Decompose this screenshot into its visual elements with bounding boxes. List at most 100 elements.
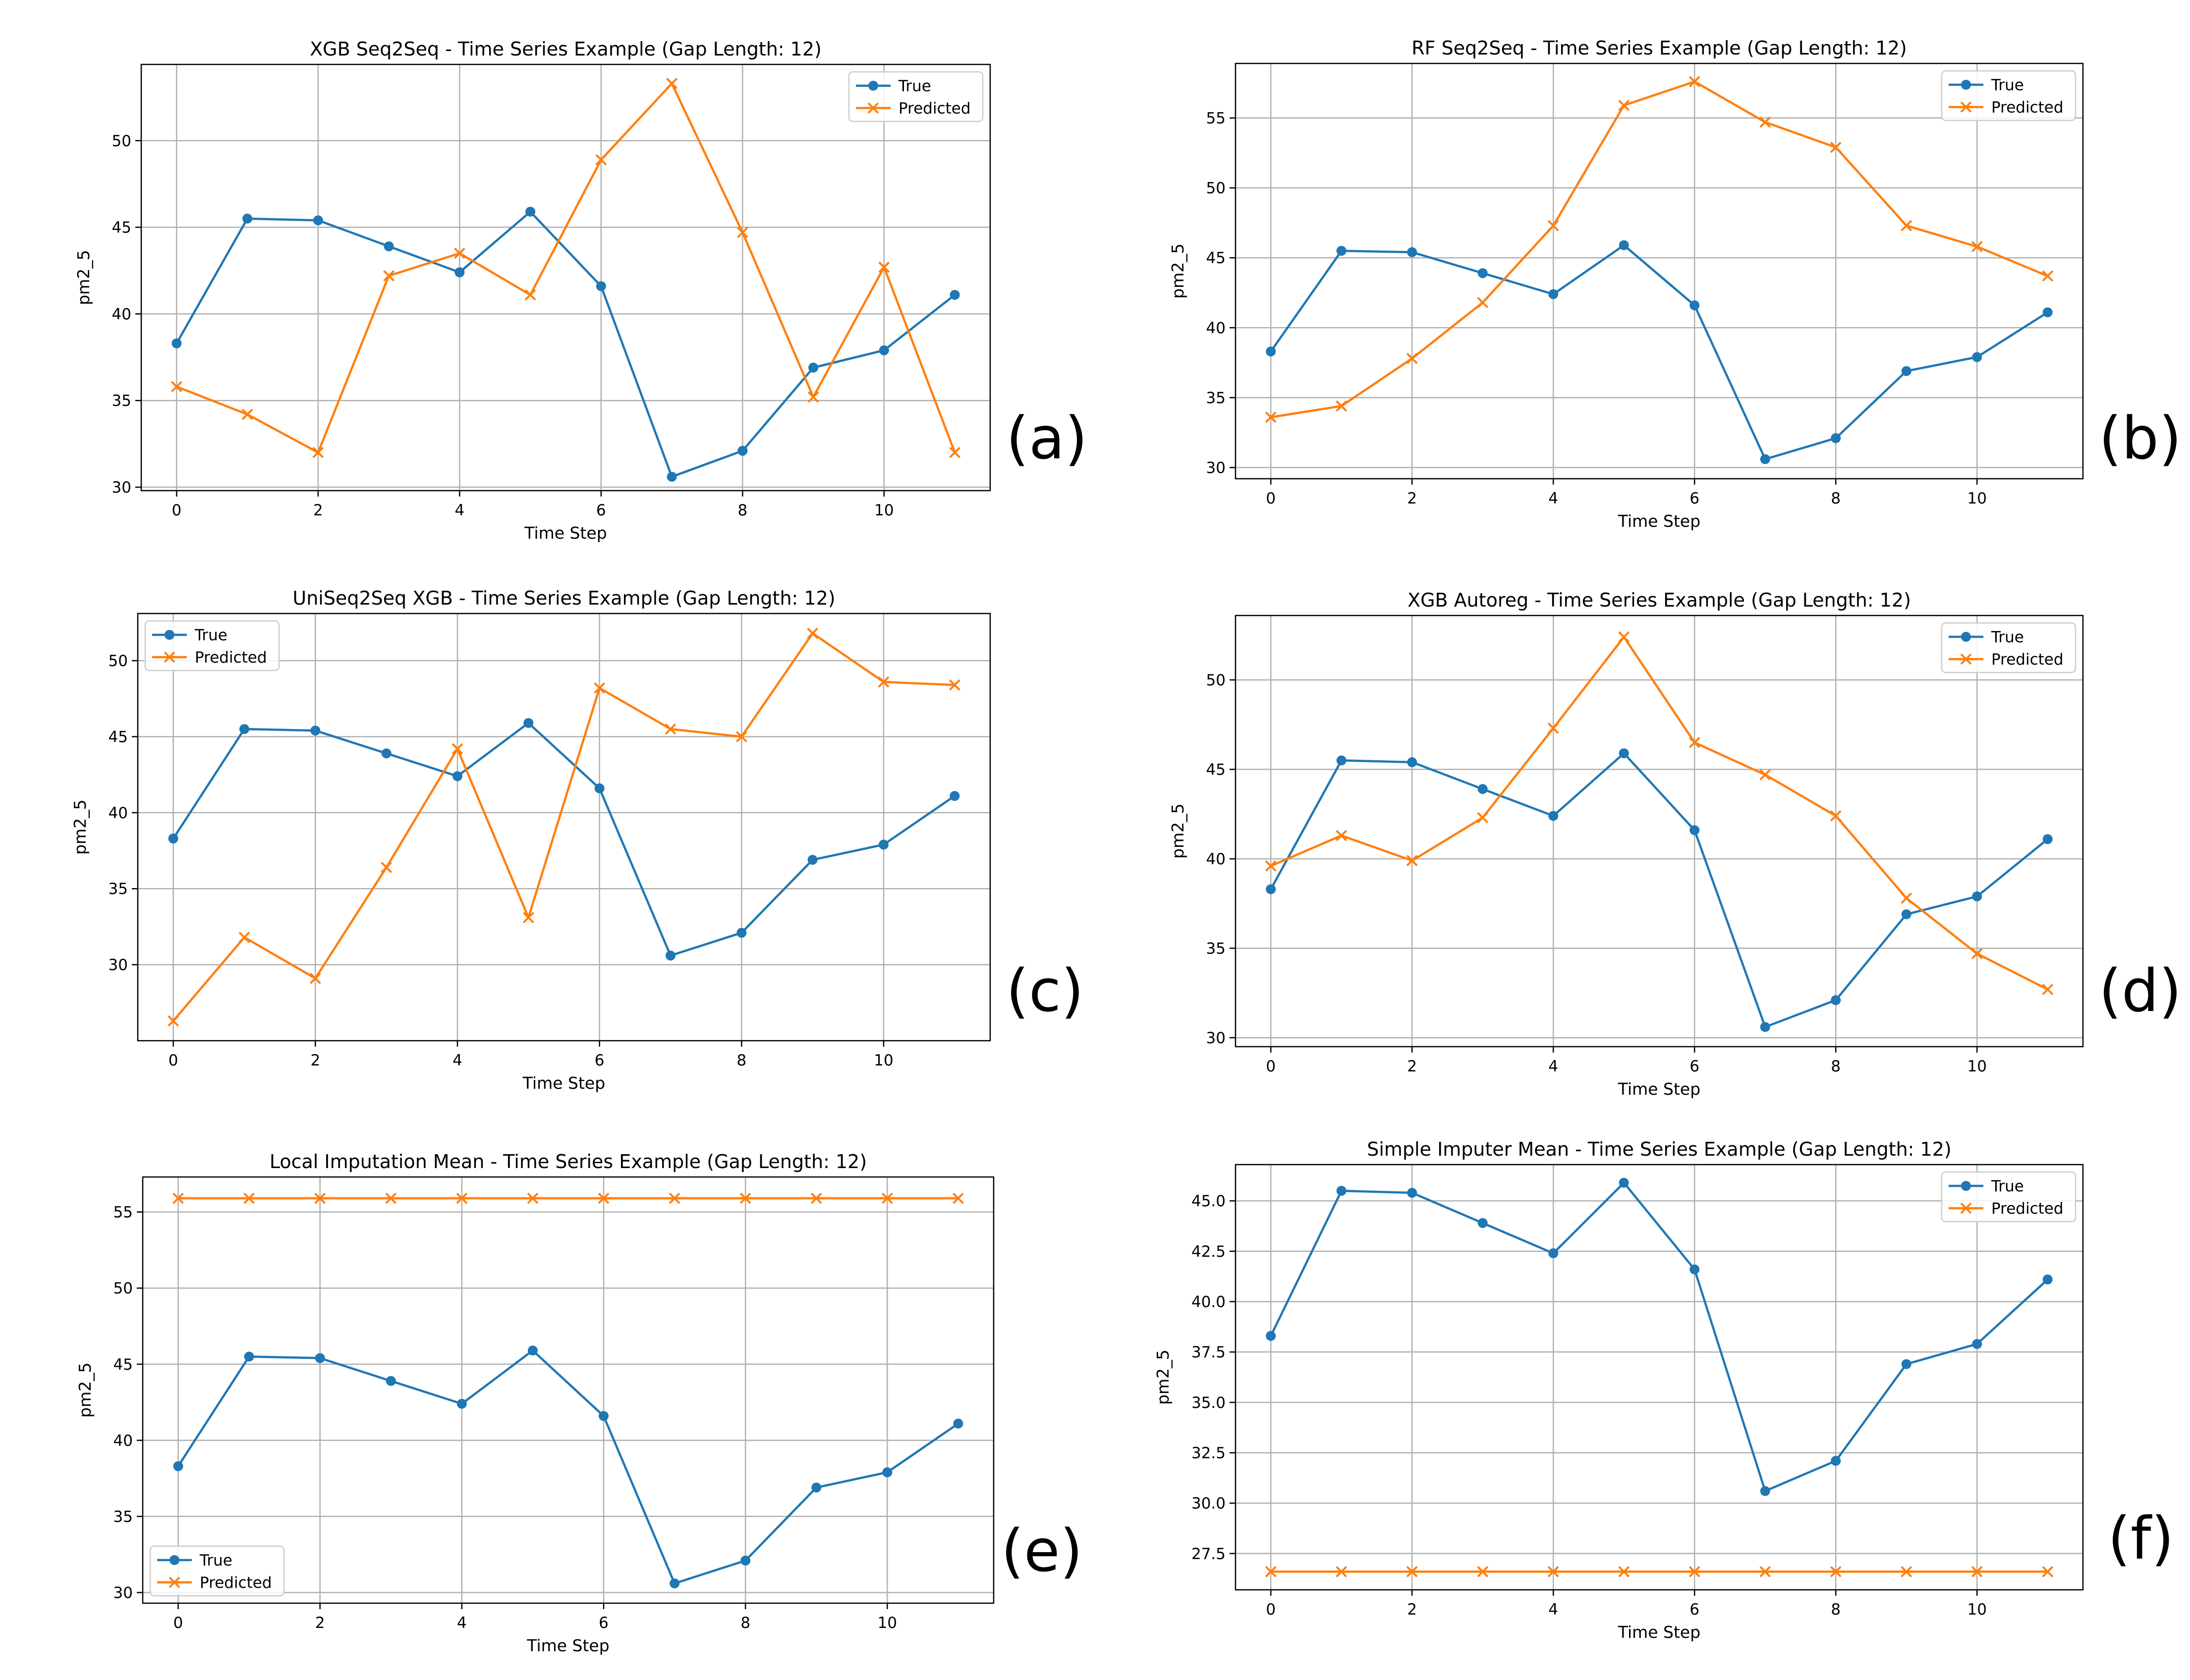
data-point-true (313, 215, 323, 225)
legend: True Predicted (848, 71, 984, 122)
x-tick-label: 2 (310, 1052, 320, 1069)
legend-marker-predicted (1960, 653, 1972, 665)
data-point-true (596, 281, 606, 291)
y-tick-label: 35 (109, 880, 128, 898)
y-tick-label: 40 (1206, 850, 1226, 868)
y-tick-label: 45 (1206, 761, 1226, 779)
data-point-predicted (522, 912, 534, 923)
data-point-true (386, 1376, 396, 1386)
x-axis-label: Time Step (524, 523, 607, 543)
x-tick-label: 8 (1831, 1058, 1841, 1075)
data-point-predicted (168, 1015, 179, 1027)
data-point-true (1619, 240, 1629, 250)
y-axis-label: pm2_5 (1168, 803, 1187, 859)
data-point-predicted (1759, 769, 1771, 781)
legend-marker-predicted (1960, 101, 1972, 113)
data-point-true (811, 1482, 822, 1493)
data-point-predicted (1830, 810, 1842, 822)
legend-label-predicted: Predicted (1991, 651, 2064, 669)
data-point-true (807, 854, 818, 865)
data-point-true (1619, 1177, 1629, 1188)
data-point-true (525, 207, 536, 217)
data-point-predicted (953, 1192, 964, 1204)
data-point-predicted (2042, 984, 2054, 995)
data-point-true (882, 1467, 893, 1477)
data-point-true (1548, 289, 1559, 299)
panel-letter: (e) (1001, 1516, 1083, 1585)
data-point-true (1972, 1339, 1982, 1349)
y-tick-label: 40 (113, 1432, 133, 1450)
chart-title: XGB Seq2Seq - Time Series Example (Gap L… (310, 38, 822, 60)
data-point-true (1407, 757, 1417, 768)
x-axis-label: Time Step (522, 1073, 605, 1093)
series-line-predicted (1270, 80, 2048, 419)
data-point-true (1831, 995, 1841, 1006)
data-point-predicted (1901, 1566, 1912, 1577)
y-axis-label: pm2_5 (70, 799, 90, 855)
chart-title: UniSeq2Seq XGB - Time Series Example (Ga… (292, 587, 835, 609)
y-tick-label: 55 (113, 1204, 133, 1222)
data-point-true (667, 472, 677, 482)
y-tick-label: 37.5 (1191, 1344, 1226, 1361)
legend-marker-true (1961, 632, 1971, 642)
data-point-true (2042, 1274, 2053, 1285)
data-point-predicted (1547, 1566, 1559, 1577)
y-tick-label: 50 (1206, 179, 1226, 197)
x-tick-label: 6 (596, 502, 606, 519)
data-point-true (239, 724, 249, 734)
data-point-predicted (1336, 830, 1348, 841)
axes-frame (137, 613, 991, 1042)
chart-title: Local Imputation Mean - Time Series Exam… (270, 1151, 867, 1173)
x-tick-label: 2 (1407, 490, 1417, 507)
data-point-predicted (1688, 1566, 1700, 1577)
y-tick-label: 45 (109, 728, 128, 746)
y-tick-label: 45 (112, 219, 131, 237)
data-point-predicted (172, 1192, 184, 1204)
data-point-true (1477, 268, 1488, 279)
x-tick-label: 2 (315, 1614, 325, 1632)
x-tick-label: 10 (874, 502, 894, 519)
legend-marker-predicted (164, 651, 175, 663)
axes-frame (1235, 1164, 2084, 1591)
x-axis-label: Time Step (1618, 1079, 1700, 1099)
y-tick-label: 30 (1206, 459, 1226, 477)
y-tick-label: 45 (1206, 249, 1226, 267)
legend-label-predicted: Predicted (1991, 99, 2064, 116)
data-point-predicted (381, 861, 393, 873)
data-point-true (1266, 346, 1276, 357)
data-point-predicted (1406, 352, 1418, 364)
y-tick-label: 35 (1206, 940, 1226, 957)
data-point-true (1407, 1187, 1417, 1198)
y-tick-label: 40 (112, 305, 131, 323)
data-point-true (1760, 1486, 1770, 1496)
data-point-true (456, 1399, 467, 1409)
data-point-predicted (594, 682, 606, 694)
data-point-predicted (1547, 220, 1559, 231)
y-tick-label: 40 (1206, 319, 1226, 337)
data-point-predicted (524, 289, 536, 301)
y-tick-label: 35 (1206, 389, 1226, 407)
y-tick-label: 30 (112, 479, 131, 497)
data-point-predicted (1406, 1566, 1418, 1577)
data-point-predicted (170, 381, 182, 392)
panel-letter: (c) (1006, 956, 1084, 1025)
legend-label-true: True (194, 626, 227, 644)
data-point-predicted (595, 154, 607, 166)
data-point-predicted (878, 261, 890, 273)
data-point-true (1901, 909, 1911, 919)
data-point-true (523, 718, 534, 728)
data-point-true (737, 446, 748, 456)
data-point-true (879, 840, 889, 850)
data-point-true (384, 241, 394, 252)
data-point-predicted (949, 447, 961, 458)
y-tick-label: 30 (109, 956, 128, 974)
data-point-predicted (312, 447, 324, 458)
data-point-true (315, 1353, 325, 1363)
y-axis-label: pm2_5 (1153, 1349, 1173, 1405)
x-tick-label: 4 (457, 1614, 467, 1632)
data-point-true (1266, 1331, 1276, 1341)
legend-marker-predicted (1960, 1202, 1972, 1214)
data-point-predicted (735, 731, 747, 742)
data-point-true (2042, 834, 2053, 844)
